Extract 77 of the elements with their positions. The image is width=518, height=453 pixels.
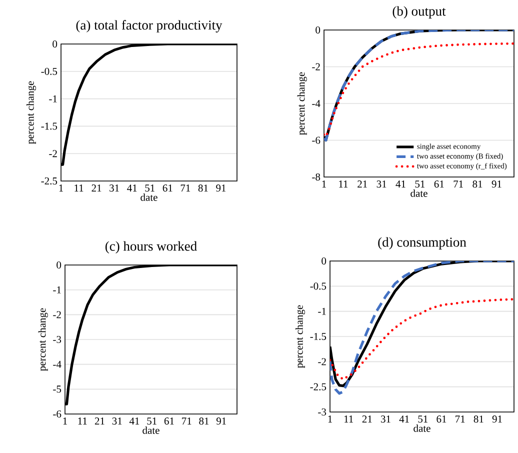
y-axis-title: percent change — [297, 72, 307, 135]
x-tick-label: 61 — [164, 418, 174, 425]
y-tick-label: -2 — [49, 150, 57, 158]
x-tick-label: 71 — [180, 184, 190, 192]
x-tick-label: 1 — [63, 418, 67, 424]
y-axis-title: percent change — [295, 305, 305, 368]
y-tick-label: -2.5 — [310, 383, 326, 390]
y-tick-label: -4 — [312, 100, 320, 107]
x-axis-title: date — [410, 189, 428, 197]
x-tick-label: 81 — [199, 418, 209, 425]
x-tick-label: 11 — [78, 418, 87, 424]
x-tick-label: 91 — [492, 180, 502, 188]
y-tick-label: -6 — [53, 410, 62, 418]
chart-title: (d) consumption — [378, 237, 466, 250]
y-tick-label: -3 — [53, 336, 62, 344]
x-tick-label: 51 — [147, 418, 156, 425]
y-tick-label: -2 — [318, 358, 326, 366]
y-tick-label: -1.5 — [41, 122, 58, 130]
x-tick-label: 41 — [127, 184, 137, 192]
x-tick-label: 41 — [129, 418, 140, 424]
x-tick-label: 91 — [492, 416, 502, 423]
x-tick-label: 11 — [74, 184, 84, 192]
y-tick-label: -4 — [53, 360, 62, 368]
y-tick-label: 0 — [322, 257, 326, 265]
x-tick-label: 61 — [434, 180, 444, 188]
x-tick-label: 41 — [396, 180, 406, 188]
chart-title: (a) total factor productivity — [76, 20, 222, 32]
x-tick-label: 81 — [474, 416, 484, 423]
x-tick-label: 1 — [322, 180, 326, 188]
y-tick-label: -2 — [53, 311, 61, 318]
x-tick-label: 91 — [216, 184, 226, 192]
y-tick-label: -1 — [49, 95, 57, 102]
x-tick-label: 41 — [399, 416, 409, 422]
x-tick-label: 21 — [92, 184, 102, 192]
x-tick-label: 71 — [454, 180, 463, 188]
x-axis-title: date — [414, 424, 430, 432]
y-tick-label: -1.5 — [310, 332, 326, 340]
y-axis-title: percent change — [38, 308, 48, 371]
y-tick-label: -1 — [318, 308, 326, 315]
x-tick-label: 81 — [472, 180, 482, 188]
x-axis-title: date — [140, 193, 158, 201]
x-tick-label: 21 — [358, 180, 367, 188]
x-tick-label: 51 — [415, 180, 425, 188]
chart-title: (c) hours worked — [105, 241, 197, 254]
y-tick-label: -5 — [53, 386, 62, 393]
y-tick-label: -2.5 — [41, 177, 58, 185]
y-tick-label: -0.5 — [310, 282, 326, 290]
x-tick-label: 61 — [436, 416, 446, 423]
x-tick-label: 1 — [328, 416, 332, 422]
y-tick-label: -6 — [312, 136, 320, 144]
y-axis-title: percent change — [26, 81, 36, 144]
x-tick-label: 1 — [59, 184, 63, 192]
y-tick-label: 0 — [56, 261, 62, 269]
x-tick-label: 81 — [198, 184, 208, 192]
x-tick-label: 51 — [418, 416, 428, 423]
x-tick-label: 31 — [381, 416, 390, 423]
x-tick-label: 11 — [344, 416, 354, 422]
y-tick-label: -2 — [312, 63, 320, 70]
x-tick-label: 71 — [182, 418, 192, 424]
y-tick-label: 0 — [52, 40, 58, 48]
x-axis-title: date — [142, 426, 160, 434]
x-tick-label: 61 — [162, 184, 172, 192]
x-tick-label: 51 — [145, 184, 154, 192]
x-tick-label: 11 — [339, 180, 348, 188]
y-tick-label: -8 — [312, 173, 320, 181]
chart-title: (b) output — [392, 6, 446, 18]
x-tick-label: 31 — [112, 418, 122, 425]
x-tick-label: 31 — [110, 184, 119, 192]
x-tick-label: 71 — [456, 416, 465, 422]
y-tick-label: -3 — [318, 408, 326, 416]
x-tick-label: 21 — [362, 416, 372, 422]
x-tick-label: 91 — [216, 418, 226, 425]
y-tick-label: 0 — [316, 26, 320, 34]
x-tick-label: 21 — [94, 418, 104, 424]
x-tick-label: 31 — [376, 180, 386, 188]
y-tick-label: -1 — [53, 286, 61, 294]
y-tick-label: -0.5 — [41, 68, 58, 75]
